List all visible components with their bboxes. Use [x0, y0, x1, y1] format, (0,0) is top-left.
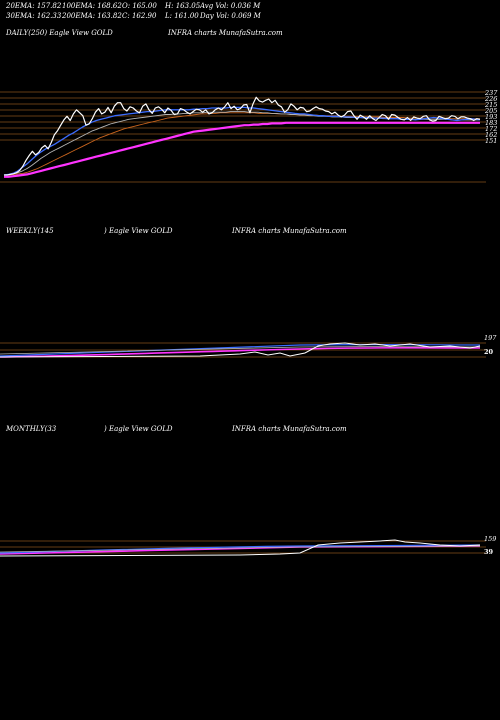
monthly-panel-watermark: INFRA charts MunafaSutra.com — [232, 425, 347, 433]
day-vol-label: Day Vol: 0.069 M — [200, 12, 261, 20]
weekly-panel-label: WEEKLY(145 — [6, 227, 54, 235]
monthly-panel-label: MONTHLY(33 — [6, 425, 57, 433]
daily-panel-watermark: INFRA charts MunafaSutra.com — [168, 29, 283, 37]
daily-tick-label: 162 — [485, 131, 497, 139]
weekly-panel-watermark: INFRA charts MunafaSutra.com — [232, 227, 347, 235]
daily-ema-magenta-line — [4, 121, 480, 178]
low-label: L: 161.00 — [165, 12, 199, 20]
monthly-tick-label: 159 — [484, 535, 496, 543]
daily-tick-label: 237 — [484, 89, 498, 97]
ema100-label: 100EMA: 168.62 — [62, 2, 122, 10]
weekly-tick-label: 20 — [484, 348, 494, 356]
daily-tick-label: 215 — [484, 101, 497, 109]
open-label: O: 165.00 — [122, 2, 157, 10]
daily-tick-label: 183 — [485, 119, 497, 127]
daily-panel-label: DAILY(250) Eagle View GOLD — [6, 29, 113, 37]
close-label: C: 162.90 — [122, 12, 157, 20]
daily-tick-label: 172 — [485, 125, 497, 133]
weekly-price-line — [0, 342, 481, 358]
daily-ema-blue-line — [3, 106, 481, 176]
monthly-tick-label: 39 — [484, 548, 494, 556]
daily-tick-label: 205 — [484, 107, 497, 115]
daily-ema-orange-line — [4, 112, 480, 176]
ema200-label: 200EMA: 163.82 — [62, 12, 122, 20]
monthly-ema-gray-line — [0, 545, 481, 553]
monthly-panel-label-mid: ) Eagle View GOLD — [104, 425, 173, 433]
daily-ema-gray-line — [3, 111, 480, 176]
weekly-ema-magenta-line — [0, 346, 481, 358]
monthly-price-line — [0, 539, 481, 557]
weekly-tick-label: 197 — [484, 334, 497, 342]
ema30-label: 30EMA: 162.33 — [6, 12, 62, 20]
weekly-ema-blue-line — [0, 343, 481, 357]
weekly-panel-label-mid: ) Eagle View GOLD — [104, 227, 173, 235]
avg-vol-label: Avg Vol: 0.036 M — [200, 2, 261, 10]
high-label: H: 163.05 — [165, 2, 201, 10]
daily-price-line — [4, 96, 481, 176]
daily-tick-label: 151 — [485, 137, 497, 145]
ema20-label: 20EMA: 157.82 — [6, 2, 62, 10]
daily-tick-label: 193 — [485, 113, 497, 121]
daily-tick-label: 226 — [484, 95, 497, 103]
